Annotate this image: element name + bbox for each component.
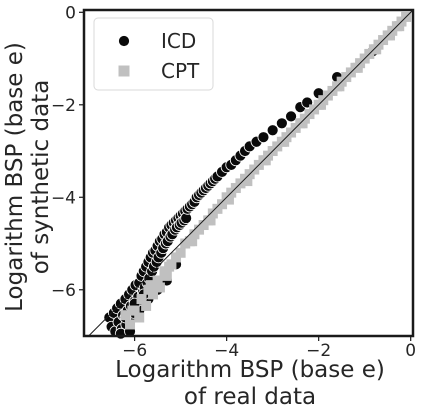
y-tick-label: 0 — [65, 3, 76, 23]
x-tick-label: −6 — [122, 341, 147, 361]
y-tick-label: −4 — [51, 188, 76, 208]
cpt-point — [161, 270, 172, 281]
x-axis-title-line2: of real data — [184, 384, 316, 410]
cpt-point — [315, 99, 326, 110]
y-axis-title-line2: of synthetic data — [28, 80, 54, 275]
x-tick-label: −4 — [214, 341, 239, 361]
cpt-point — [217, 199, 228, 210]
cpt-point — [223, 194, 234, 205]
cpt-point — [175, 247, 186, 258]
cpt-point — [371, 44, 382, 55]
y-tick-label: −2 — [51, 96, 76, 116]
cpt-point — [187, 236, 198, 247]
cpt-point — [205, 215, 216, 226]
plot-frame — [82, 8, 415, 338]
cpt-point — [260, 155, 271, 166]
cpt-point — [152, 275, 163, 286]
icd-point — [275, 117, 288, 130]
legend-cpt-marker — [118, 65, 130, 77]
x-axis-title-line1: Logarithm BSP (base e) — [115, 357, 385, 383]
legend-icd-marker — [118, 35, 130, 47]
cpt-point — [136, 294, 147, 305]
y-axis-title-line1: Logarithm BSP (base e) — [2, 42, 28, 312]
reference-line-layer — [88, 9, 414, 337]
legend-icd-label: ICD — [161, 29, 196, 53]
legend-cpt-label: CPT — [161, 59, 200, 83]
cpt-point — [279, 136, 290, 147]
cpt-point — [154, 282, 165, 293]
cpt-point — [148, 289, 159, 300]
x-tick-label: 0 — [405, 341, 416, 361]
cpt-point — [352, 62, 363, 73]
cpt-point — [125, 319, 136, 330]
cpt-point — [145, 280, 156, 291]
icd-point — [257, 131, 270, 144]
ticks-layer: −6 −4 −2 0 −6 −4 −2 0 — [51, 3, 416, 361]
cpt-point — [334, 81, 345, 92]
icd-point — [285, 110, 297, 123]
legend: ICD CPT — [93, 17, 214, 91]
cpt-point — [384, 30, 395, 41]
x-tick-label: −2 — [306, 341, 331, 361]
cpt-point — [242, 176, 253, 187]
cpt-point — [394, 21, 405, 32]
cpt-point — [134, 312, 145, 323]
cpt-point — [141, 300, 152, 311]
cpt-point — [164, 261, 175, 272]
y-tick-label: −6 — [51, 281, 76, 301]
icd-point — [266, 124, 279, 137]
cpt-point — [120, 310, 131, 321]
identity-line — [88, 9, 414, 337]
cpt-point — [127, 305, 138, 316]
cpt-point — [297, 118, 308, 129]
